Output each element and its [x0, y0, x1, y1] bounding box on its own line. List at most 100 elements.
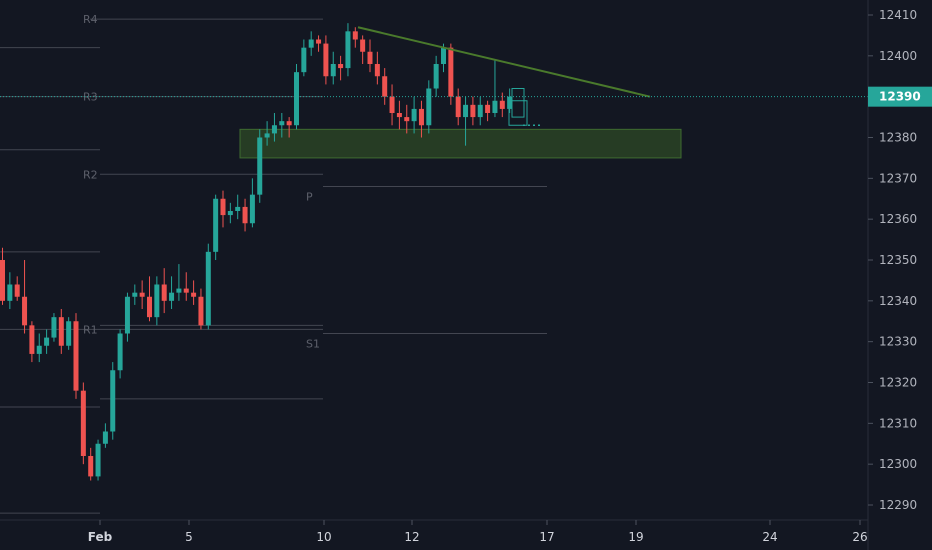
y-tick-label: 12330: [879, 335, 917, 349]
candle-body: [396, 113, 402, 118]
y-tick-label: 12340: [879, 294, 917, 308]
candle-body: [0, 260, 5, 301]
candle-body: [154, 284, 160, 318]
candle-body: [470, 104, 476, 118]
candle-body: [176, 288, 182, 293]
candle-body: [374, 64, 380, 77]
candle-body: [58, 317, 64, 346]
marker-box: [511, 88, 525, 118]
candle-body: [301, 47, 307, 73]
candle-body: [338, 64, 344, 69]
candle-body: [271, 125, 277, 134]
candle-body: [352, 31, 358, 40]
trendline: [357, 26, 651, 98]
candle-body: [22, 296, 28, 326]
candle-body: [404, 117, 410, 122]
candle-body: [242, 206, 248, 224]
candle-body: [448, 47, 454, 97]
candle-body: [426, 88, 432, 126]
candle-body: [7, 284, 13, 301]
support-zone: [239, 128, 682, 159]
candle-body: [433, 64, 439, 89]
x-tick-label: Feb: [88, 530, 113, 544]
y-tick-label: 12380: [879, 131, 917, 145]
candle-body: [316, 39, 322, 44]
candle-body: [51, 317, 57, 338]
candle-body: [360, 39, 366, 52]
candle-body: [147, 296, 152, 318]
candle-body: [485, 104, 491, 113]
candle-body: [132, 292, 138, 297]
x-tick-label: 5: [185, 530, 193, 544]
candle-body: [169, 292, 175, 301]
y-tick-label: 12370: [879, 171, 917, 185]
candle-body: [235, 206, 241, 211]
candle-body: [418, 108, 424, 126]
current-price-tag: [868, 86, 932, 107]
candle-body: [36, 345, 42, 354]
candle-body: [286, 121, 292, 126]
candle-body: [345, 31, 351, 69]
candle-body: [198, 296, 204, 326]
y-tick-label: 12350: [879, 253, 917, 267]
candle-body: [124, 296, 130, 334]
y-tick-label: 12410: [879, 8, 917, 22]
candle-body: [29, 325, 35, 354]
candle-body: [183, 288, 189, 293]
x-tick-label: 12: [404, 530, 419, 544]
candle-body: [507, 96, 513, 109]
y-tick-label: 12320: [879, 376, 917, 390]
candle-body: [213, 198, 219, 252]
pivot-label-p: P: [306, 191, 313, 204]
candle-body: [463, 104, 469, 118]
candle-body: [220, 198, 226, 216]
x-tick-label: 26: [852, 530, 867, 544]
candle-body: [66, 321, 72, 346]
candle-body: [455, 96, 461, 118]
candle-body: [88, 456, 94, 477]
candle-body: [191, 292, 197, 297]
marker-box: [508, 100, 528, 126]
y-tick-label: 12360: [879, 212, 917, 226]
candle-body: [73, 321, 79, 391]
candle-body: [44, 337, 50, 346]
y-tick-label: 12300: [879, 457, 917, 471]
pivot-label-r2: R2: [83, 168, 98, 181]
candle-body: [477, 104, 483, 118]
y-tick-label: 12400: [879, 49, 917, 63]
x-tick-label: 10: [316, 530, 331, 544]
candle-body: [80, 390, 86, 456]
pivot-label-r1: R1: [83, 323, 98, 336]
candle-body: [367, 51, 373, 64]
candle-body: [499, 100, 505, 109]
x-tick-label: 24: [762, 530, 777, 544]
candle-body: [389, 96, 395, 113]
x-tick-label: 17: [539, 530, 554, 544]
candle-body: [323, 43, 329, 77]
candle-body: [308, 39, 314, 48]
candle-body: [139, 292, 145, 297]
candle-body: [117, 333, 123, 371]
candle-body: [257, 137, 263, 195]
candle-body: [382, 76, 388, 97]
candle-body: [227, 211, 233, 216]
candle-body: [264, 133, 270, 138]
pivot-label-r4: R4: [83, 13, 98, 26]
current-price-tag-text: 12390: [879, 90, 921, 104]
candle-body: [441, 47, 446, 64]
candle-body: [330, 64, 336, 77]
candle-body: [102, 431, 108, 444]
candle-body: [14, 284, 20, 297]
candle-body: [161, 284, 167, 301]
y-tick-label: 12310: [879, 416, 917, 430]
candle-body: [110, 370, 116, 432]
candle-body: [492, 100, 498, 113]
y-tick-label: 12290: [879, 498, 917, 512]
candle-body: [205, 251, 211, 326]
candle-body: [294, 72, 299, 126]
pivot-label-s1: S1: [306, 338, 320, 351]
candle-body: [411, 108, 417, 122]
x-tick-label: 19: [628, 530, 643, 544]
